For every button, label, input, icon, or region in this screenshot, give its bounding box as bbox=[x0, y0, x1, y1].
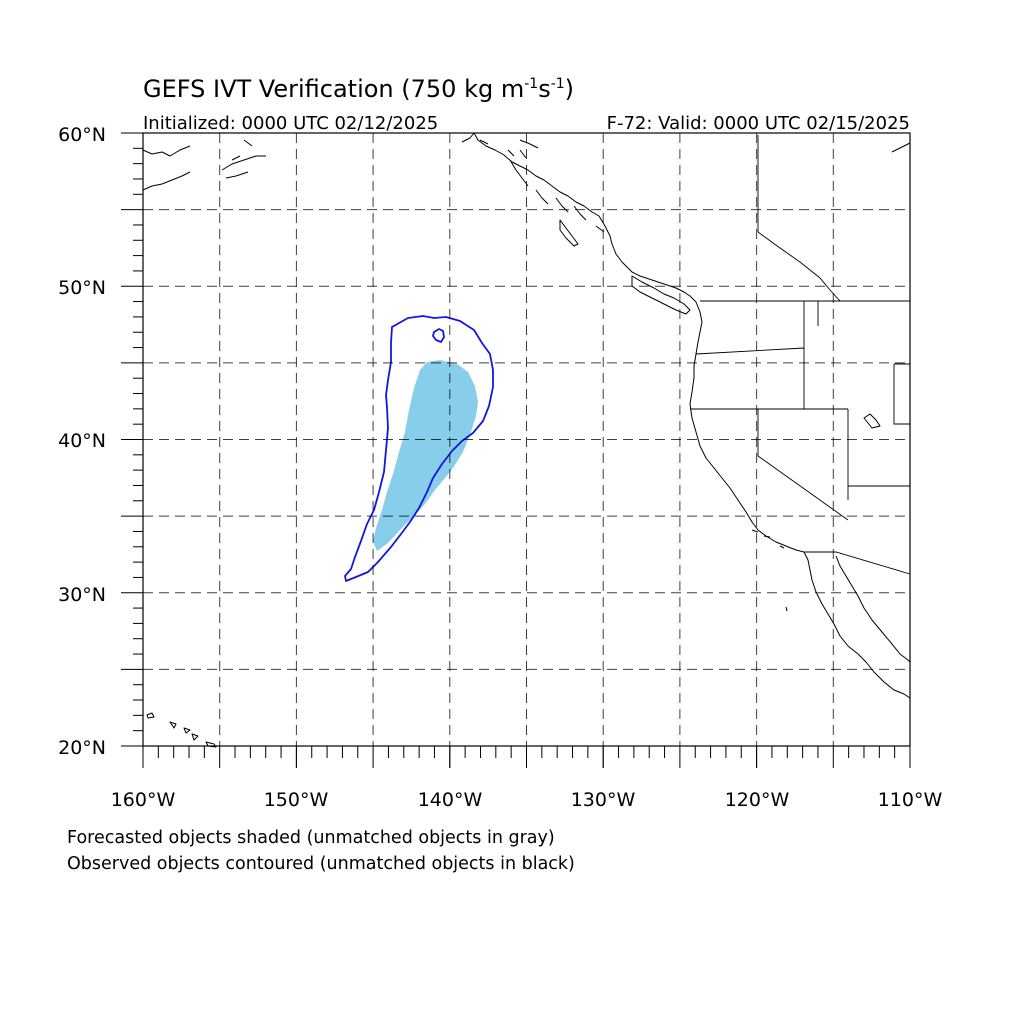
lon-label-120w: 120°W bbox=[725, 789, 790, 811]
valid-time-label: F-72: Valid: 0000 UTC 02/15/2025 bbox=[607, 113, 910, 134]
lat-label-50n: 50°N bbox=[58, 277, 106, 299]
lon-label-110w: 110°W bbox=[878, 789, 943, 811]
channel-islands bbox=[751, 529, 785, 549]
canadian-province-border bbox=[757, 231, 841, 302]
haida-gwaii bbox=[559, 219, 579, 247]
lon-label-160w: 160°W bbox=[111, 789, 176, 811]
axis-ticks bbox=[121, 132, 911, 768]
north-america-coastline bbox=[473, 132, 911, 699]
gulf-of-alaska-coast bbox=[461, 132, 539, 149]
alaska-peninsula bbox=[142, 139, 266, 191]
graticule bbox=[143, 133, 910, 746]
lon-label-140w: 140°W bbox=[418, 789, 483, 811]
footnote-forecast: Forecasted objects shaded (unmatched obj… bbox=[67, 828, 555, 848]
lon-label-150w: 150°W bbox=[264, 789, 329, 811]
hawaii-islands bbox=[146, 712, 217, 748]
northeast-corner-coast bbox=[891, 142, 911, 153]
observed-object-contour bbox=[344, 315, 494, 582]
lat-label-60n: 60°N bbox=[58, 124, 106, 146]
vancouver-island bbox=[631, 275, 691, 315]
great-salt-lake bbox=[863, 413, 881, 429]
lon-label-130w: 130°W bbox=[571, 789, 636, 811]
lat-label-30n: 30°N bbox=[58, 584, 106, 606]
baja-gulf-coastline bbox=[835, 555, 911, 663]
observed-object-contour-small bbox=[432, 328, 445, 343]
figure-title: GEFS IVT Verification (750 kg m-1s-1) bbox=[143, 75, 574, 103]
state-borders bbox=[690, 135, 911, 575]
guadalupe-island bbox=[785, 606, 788, 612]
alaska-panhandle-islands bbox=[507, 149, 605, 233]
init-time-label: Initialized: 0000 UTC 02/12/2025 bbox=[143, 113, 438, 134]
footnote-observed: Observed objects contoured (unmatched ob… bbox=[67, 854, 575, 874]
lat-label-40n: 40°N bbox=[58, 430, 106, 452]
forecast-object-shaded bbox=[373, 360, 478, 551]
lat-label-20n: 20°N bbox=[58, 737, 106, 759]
